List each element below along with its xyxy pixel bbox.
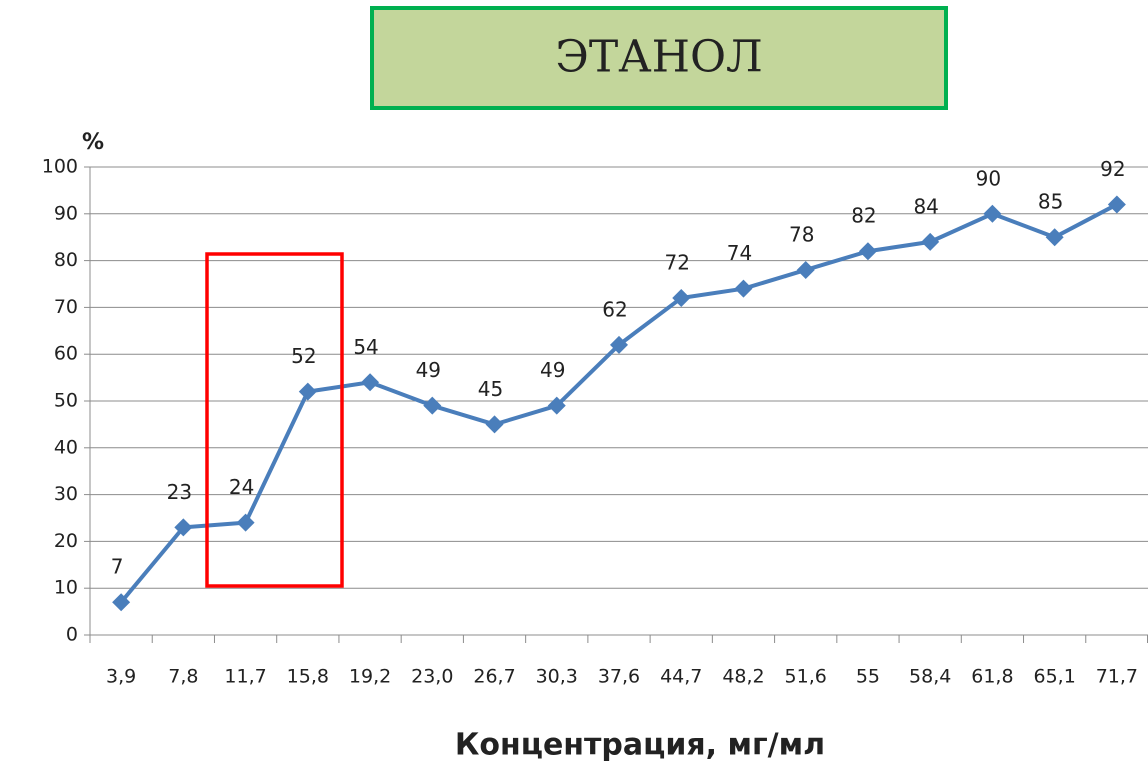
x-tick-label: 37,6 <box>598 666 640 688</box>
data-point <box>174 518 193 537</box>
x-tick-label: 30,3 <box>536 666 578 688</box>
x-tick-label: 7,8 <box>168 666 198 688</box>
data-label: 45 <box>478 377 503 401</box>
y-tick-label: 60 <box>54 343 78 365</box>
data-label: 82 <box>851 204 876 228</box>
data-label: 92 <box>1100 157 1125 181</box>
x-tick-label: 11,7 <box>224 666 266 688</box>
data-point <box>298 382 317 401</box>
data-point <box>921 232 940 251</box>
y-tick-label: 70 <box>54 296 78 318</box>
x-tick-label: 65,1 <box>1033 666 1075 688</box>
data-point <box>547 396 566 415</box>
x-tick-label: 3,9 <box>106 666 136 688</box>
x-tick-label: 51,6 <box>785 666 827 688</box>
y-tick-label: 0 <box>66 624 78 646</box>
data-point <box>236 513 255 532</box>
data-label: 54 <box>353 335 378 359</box>
data-label: 74 <box>727 241 752 265</box>
y-tick-label: 30 <box>54 483 78 505</box>
data-label: 72 <box>665 251 690 275</box>
x-tick-label: 23,0 <box>411 666 453 688</box>
data-point <box>112 593 131 612</box>
x-tick-label: 58,4 <box>909 666 951 688</box>
x-tick-label: 61,8 <box>971 666 1013 688</box>
data-label: 7 <box>111 555 124 579</box>
data-label: 90 <box>976 166 1001 190</box>
data-point <box>734 279 753 298</box>
chart-title: ЭТАНОЛ <box>555 32 763 83</box>
data-label: 49 <box>540 358 565 382</box>
data-label: 23 <box>167 480 192 504</box>
y-tick-label: 10 <box>54 577 78 599</box>
data-point <box>423 396 442 415</box>
x-tick-label: 55 <box>856 666 880 688</box>
data-line <box>119 202 1118 604</box>
x-tick-label: 19,2 <box>349 666 391 688</box>
x-axis-label: Концентрация, мг/мл <box>455 728 825 763</box>
y-tick-label: 40 <box>54 436 78 458</box>
y-axis-label: % <box>82 130 104 155</box>
y-tick-label: 20 <box>54 530 78 552</box>
highlight-box <box>205 252 344 588</box>
data-point <box>858 242 877 261</box>
title-box <box>370 6 948 110</box>
data-point <box>672 289 691 308</box>
data-point <box>796 260 815 279</box>
y-tick-label: 90 <box>54 202 78 224</box>
y-tick-label: 50 <box>54 390 78 412</box>
y-tick-label: 80 <box>54 249 78 271</box>
x-tick-label: 15,8 <box>287 666 329 688</box>
y-tick-label: 100 <box>42 156 78 178</box>
data-point <box>1107 195 1126 214</box>
data-label: 62 <box>602 297 627 321</box>
plot-area: 0 10 20 30 40 50 60 70 80 90 100 3,9 7,8 11,7 15,8 19,2… <box>42 156 1148 688</box>
x-tick-label: 71,7 <box>1096 666 1138 688</box>
data-point <box>1045 228 1064 247</box>
x-tick-label: 26,7 <box>473 666 515 688</box>
x-tick-label: 44,7 <box>660 666 702 688</box>
data-point <box>485 415 504 434</box>
data-point <box>610 335 628 354</box>
data-label: 85 <box>1038 190 1063 214</box>
data-label: 52 <box>291 344 316 368</box>
data-label: 84 <box>913 194 938 218</box>
data-label: 49 <box>416 358 441 382</box>
data-point <box>361 373 380 392</box>
data-label: 78 <box>789 222 814 246</box>
data-point <box>983 204 1002 223</box>
x-tick-label: 48,2 <box>722 666 764 688</box>
data-label: 24 <box>229 475 254 499</box>
